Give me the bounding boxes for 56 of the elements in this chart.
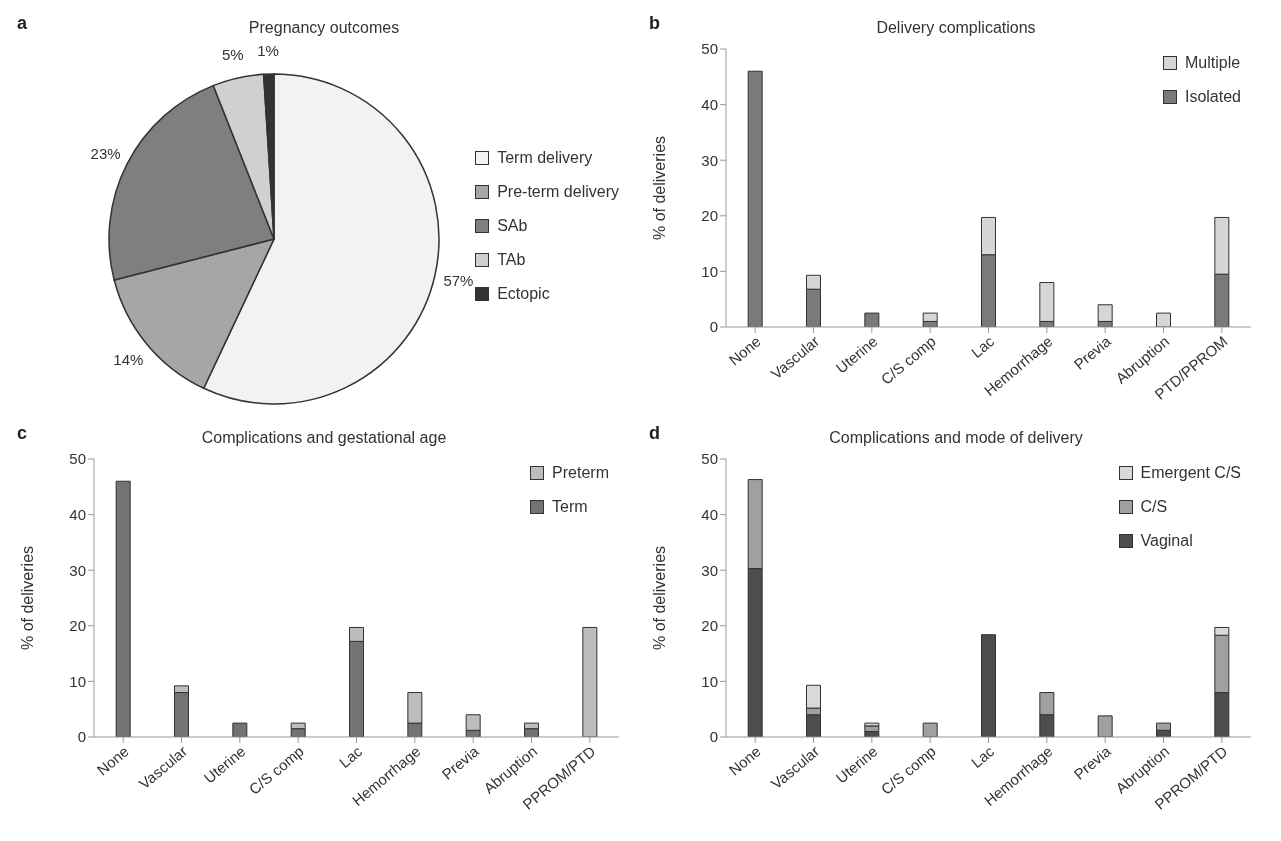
y-tick-label: 40	[69, 505, 86, 523]
y-tick-label: 20	[701, 617, 718, 635]
legend-label: Preterm	[552, 464, 609, 482]
legend-label: Vaginal	[1140, 532, 1193, 550]
chart-title: Complications and mode of delivery	[829, 429, 1083, 446]
text: b	[649, 13, 660, 34]
data-label: 14%	[113, 350, 144, 368]
y-tick-label: 10	[69, 672, 86, 690]
chart-title: Delivery complications	[876, 19, 1036, 36]
bar	[864, 312, 880, 327]
y-tick-label: 40	[701, 95, 718, 113]
data-label: 23%	[90, 144, 121, 162]
y-tick-label: 40	[701, 505, 718, 523]
y-tick-label: 50	[701, 450, 718, 468]
text: a	[17, 13, 28, 34]
bar	[981, 634, 996, 737]
y-tick-label: 30	[701, 151, 718, 169]
y-tick-label: 0	[709, 728, 718, 746]
y-axis-title: % of deliveries	[650, 545, 668, 651]
text: d	[649, 423, 660, 444]
bar	[582, 626, 598, 737]
chart-title: Pregnancy outcomes	[248, 19, 400, 36]
legend-label: Multiple	[1184, 54, 1241, 72]
y-tick-label: 0	[709, 318, 718, 336]
y-tick-label: 0	[77, 728, 86, 746]
y-tick-label: 30	[701, 561, 718, 579]
legend-label: Pre-term delivery	[497, 183, 619, 201]
y-axis-title: % of deliveries	[650, 135, 668, 241]
legend-label: C/S	[1140, 498, 1168, 516]
bar	[747, 70, 763, 327]
legend-label: TAb	[497, 251, 526, 269]
y-tick-label: 20	[69, 617, 86, 635]
data-label: 1%	[257, 41, 279, 59]
chart-title: Complications and gestational age	[201, 429, 447, 446]
legend-label: Isolated	[1184, 88, 1241, 106]
y-tick-label: 50	[701, 40, 718, 58]
legend-label: Ectopic	[497, 285, 550, 303]
y-tick-label: 10	[701, 672, 718, 690]
text: c	[17, 423, 28, 444]
legend-label: SAb	[497, 217, 528, 235]
y-tick-label: 50	[69, 450, 86, 468]
y-tick-label: 10	[701, 262, 718, 280]
y-tick-label: 20	[701, 207, 718, 225]
y-tick-label: 30	[69, 561, 86, 579]
legend-label: Term	[552, 498, 588, 516]
bar	[1039, 282, 1055, 322]
legend-label: Term delivery	[497, 149, 593, 167]
bar	[115, 480, 131, 737]
legend-label: Emergent C/S	[1140, 464, 1241, 482]
y-axis-title: % of deliveries	[18, 545, 36, 651]
data-label: 57%	[443, 271, 474, 289]
bar	[1156, 312, 1171, 327]
bar	[232, 722, 248, 737]
data-label: 5%	[221, 46, 244, 64]
bar	[922, 312, 938, 322]
bar	[1097, 304, 1113, 322]
